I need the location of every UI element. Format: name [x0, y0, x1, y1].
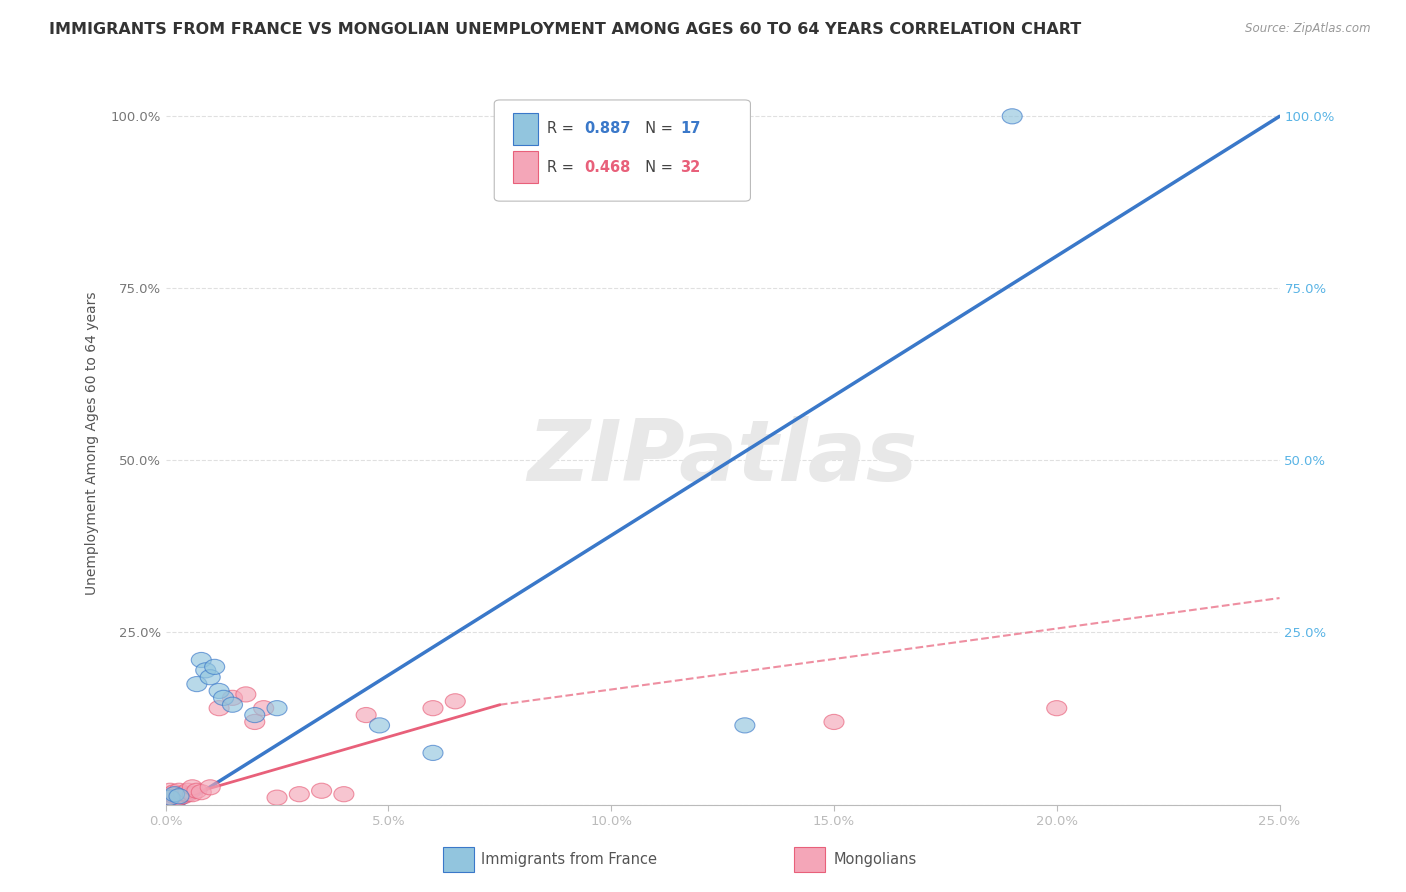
Ellipse shape: [312, 783, 332, 798]
Ellipse shape: [356, 707, 377, 723]
Ellipse shape: [209, 683, 229, 698]
Ellipse shape: [209, 700, 229, 715]
Ellipse shape: [173, 789, 194, 804]
Text: N =: N =: [636, 160, 678, 175]
Ellipse shape: [179, 783, 198, 798]
Ellipse shape: [191, 785, 211, 800]
Text: IMMIGRANTS FROM FRANCE VS MONGOLIAN UNEMPLOYMENT AMONG AGES 60 TO 64 YEARS CORRE: IMMIGRANTS FROM FRANCE VS MONGOLIAN UNEM…: [49, 22, 1081, 37]
Ellipse shape: [183, 787, 202, 802]
Ellipse shape: [1002, 109, 1022, 124]
Text: R =: R =: [547, 121, 578, 136]
Ellipse shape: [824, 714, 844, 730]
Bar: [513, 151, 537, 184]
Ellipse shape: [169, 789, 188, 804]
Ellipse shape: [205, 659, 225, 674]
Ellipse shape: [187, 676, 207, 691]
Ellipse shape: [165, 787, 184, 802]
Ellipse shape: [333, 787, 354, 802]
Ellipse shape: [160, 790, 180, 805]
Text: 17: 17: [681, 121, 700, 136]
Text: Immigrants from France: Immigrants from France: [481, 853, 657, 867]
Text: 32: 32: [681, 160, 700, 175]
Ellipse shape: [169, 790, 188, 805]
Ellipse shape: [222, 690, 242, 706]
Ellipse shape: [423, 746, 443, 761]
Ellipse shape: [214, 690, 233, 706]
Text: R =: R =: [547, 160, 578, 175]
Ellipse shape: [267, 700, 287, 715]
Ellipse shape: [160, 790, 180, 805]
Ellipse shape: [169, 783, 188, 798]
Ellipse shape: [173, 786, 194, 801]
Ellipse shape: [160, 787, 180, 802]
Ellipse shape: [191, 652, 211, 667]
Text: Mongolians: Mongolians: [834, 853, 917, 867]
Ellipse shape: [179, 787, 198, 802]
Ellipse shape: [195, 663, 215, 678]
Ellipse shape: [200, 780, 221, 795]
Text: 0.468: 0.468: [585, 160, 631, 175]
Ellipse shape: [160, 783, 180, 798]
Ellipse shape: [222, 698, 242, 713]
Ellipse shape: [245, 707, 264, 723]
FancyBboxPatch shape: [495, 100, 751, 201]
Ellipse shape: [165, 791, 184, 806]
Ellipse shape: [1046, 700, 1067, 715]
Ellipse shape: [183, 780, 202, 795]
Text: 0.887: 0.887: [585, 121, 631, 136]
Ellipse shape: [267, 790, 287, 805]
Ellipse shape: [187, 783, 207, 798]
Text: ZIPatlas: ZIPatlas: [527, 417, 918, 500]
Text: Source: ZipAtlas.com: Source: ZipAtlas.com: [1246, 22, 1371, 36]
Ellipse shape: [165, 785, 184, 800]
Ellipse shape: [236, 687, 256, 702]
Ellipse shape: [245, 714, 264, 730]
Ellipse shape: [165, 789, 184, 804]
Ellipse shape: [290, 787, 309, 802]
Ellipse shape: [370, 718, 389, 733]
Text: N =: N =: [636, 121, 678, 136]
Ellipse shape: [735, 718, 755, 733]
Ellipse shape: [253, 700, 274, 715]
Ellipse shape: [200, 670, 221, 685]
Bar: [513, 112, 537, 145]
Y-axis label: Unemployment Among Ages 60 to 64 years: Unemployment Among Ages 60 to 64 years: [86, 292, 100, 595]
Ellipse shape: [423, 700, 443, 715]
Ellipse shape: [169, 787, 188, 802]
Ellipse shape: [446, 694, 465, 709]
